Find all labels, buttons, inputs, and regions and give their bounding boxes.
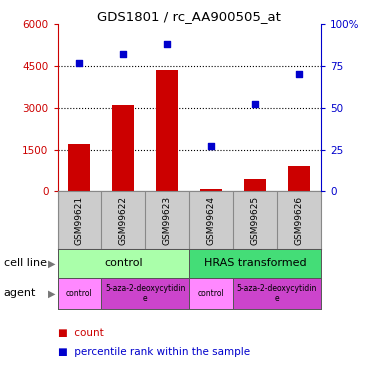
Text: GSM99626: GSM99626	[295, 196, 303, 245]
Point	[76, 60, 82, 66]
Text: GSM99622: GSM99622	[119, 196, 128, 245]
Bar	[189, 249, 321, 278]
Bar	[69, 144, 91, 191]
Point	[252, 102, 258, 108]
Text: cell line: cell line	[4, 258, 47, 268]
Title: GDS1801 / rc_AA900505_at: GDS1801 / rc_AA900505_at	[97, 10, 281, 23]
Point	[296, 71, 302, 78]
Bar	[156, 70, 178, 191]
Text: ▶: ▶	[48, 258, 56, 268]
Bar	[233, 278, 321, 309]
Text: GSM99625: GSM99625	[250, 196, 260, 245]
Text: HRAS transformed: HRAS transformed	[204, 258, 306, 268]
Text: GSM99621: GSM99621	[75, 196, 84, 245]
Bar	[58, 278, 101, 309]
Bar	[244, 179, 266, 191]
Text: GSM99623: GSM99623	[163, 196, 172, 245]
Text: 5-aza-2-deoxycytidin
e: 5-aza-2-deoxycytidin e	[105, 284, 186, 303]
Point	[208, 143, 214, 149]
Point	[164, 41, 170, 47]
Text: GSM99624: GSM99624	[207, 196, 216, 245]
Bar	[189, 278, 233, 309]
Point	[121, 51, 127, 57]
Text: ▶: ▶	[48, 288, 56, 298]
Text: ■  count: ■ count	[58, 328, 103, 338]
Text: control: control	[104, 258, 143, 268]
Bar	[200, 189, 222, 191]
Text: control: control	[198, 289, 224, 298]
Bar	[101, 278, 189, 309]
Text: control: control	[66, 289, 93, 298]
Text: 5-aza-2-deoxycytidin
e: 5-aza-2-deoxycytidin e	[237, 284, 317, 303]
Bar	[58, 249, 189, 278]
Text: ■  percentile rank within the sample: ■ percentile rank within the sample	[58, 347, 250, 357]
Text: agent: agent	[4, 288, 36, 298]
Bar	[112, 105, 134, 191]
Bar	[288, 166, 310, 191]
